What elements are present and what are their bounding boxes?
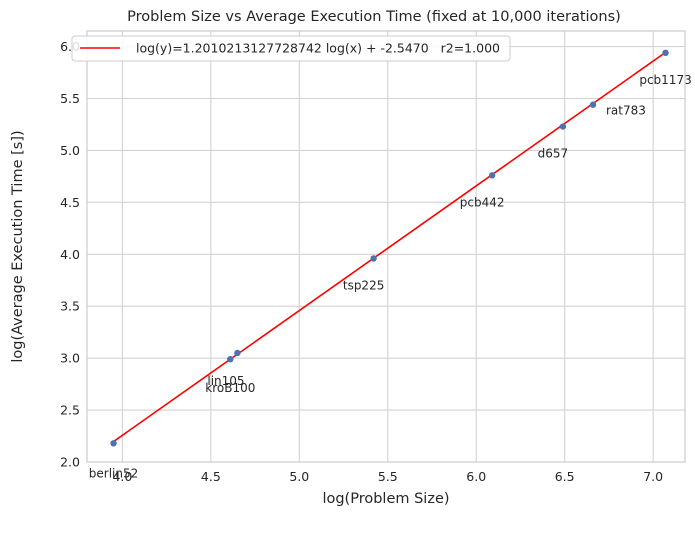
x-tick-label: 4.0 (112, 469, 132, 484)
fit-line-group (113, 51, 666, 443)
point-label: pcb442 (460, 195, 505, 209)
x-axis-label: log(Problem Size) (322, 491, 449, 507)
data-point (234, 349, 241, 357)
point-label: d657 (538, 147, 569, 161)
data-point (110, 440, 117, 447)
point-label: berlin52 (89, 466, 138, 480)
legend: log(y)=1.2010213127728742 log(x) + -2.54… (71, 35, 511, 62)
x-tick-label: 7.0 (643, 469, 663, 484)
chart-title: Problem Size vs Average Execution Time (… (127, 9, 621, 25)
fit-line (113, 51, 666, 443)
y-tick-label: 5.0 (60, 143, 80, 158)
legend-box (71, 35, 511, 62)
y-tick-label: 2.0 (60, 455, 80, 470)
data-point (662, 49, 669, 57)
grid (87, 31, 685, 463)
x-tick-label: 4.5 (201, 469, 221, 484)
x-tick-label: 5.0 (289, 469, 309, 484)
x-tick-label: 6.0 (466, 469, 486, 484)
y-tick-label: 3.0 (60, 351, 80, 366)
y-tick-label: 2.5 (60, 403, 80, 418)
legend-entry: log(y)=1.2010213127728742 log(x) + -2.54… (136, 41, 500, 56)
data-points (110, 49, 669, 447)
x-tick-label: 6.5 (555, 469, 575, 484)
data-point (488, 172, 496, 179)
y-axis-label: log(Average Execution Time [s]) (10, 130, 26, 362)
y-tick-label: 4.0 (60, 247, 80, 262)
data-point (589, 101, 597, 108)
y-tick-label: 4.5 (60, 195, 80, 210)
y-tick-label: 3.5 (60, 299, 80, 314)
data-point (559, 123, 567, 130)
data-point (370, 255, 377, 262)
x-tick-label: 5.5 (378, 469, 398, 484)
point-label: kroB100 (205, 381, 255, 395)
point-label: tsp225 (343, 278, 384, 292)
y-tick-label: 5.5 (60, 91, 80, 106)
data-point (227, 355, 234, 363)
x-tick-labels: 4.0 4.5 5.0 5.5 6.0 6.5 7.0 (112, 469, 663, 484)
point-label: pcb1173 (639, 73, 691, 87)
point-label: rat783 (606, 104, 646, 118)
point-label: lin105 (207, 374, 244, 388)
y-tick-labels: 2.02.53.03.54.04.55.05.56.0 (60, 39, 80, 469)
plot-frame (86, 30, 686, 463)
